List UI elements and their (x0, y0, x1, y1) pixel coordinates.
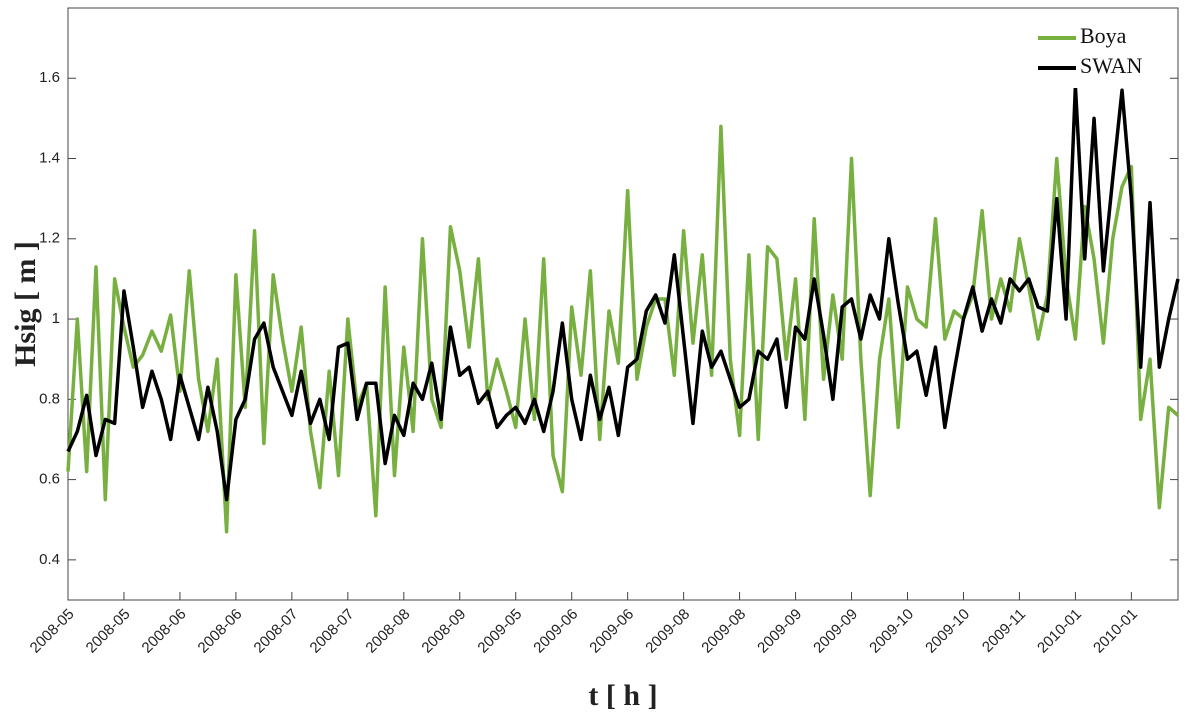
y-tick-label: 1.4 (39, 149, 60, 166)
y-tick-label: 0.8 (39, 390, 60, 407)
x-tick-label: 2008-07 (251, 606, 302, 657)
x-tick-label: 2009-11 (979, 606, 1029, 656)
x-tick-label: 2009-09 (810, 606, 861, 657)
x-tick-label: 2010-01 (1090, 606, 1141, 657)
x-tick-label: 2009-06 (586, 606, 637, 657)
x-tick-label: 2008-05 (83, 606, 134, 657)
x-tick-label: 2008-09 (418, 606, 469, 657)
x-tick-label: 2008-08 (362, 606, 413, 657)
x-tick-label: 2009-08 (698, 606, 749, 657)
x-axis-label: t [ h ] (588, 679, 657, 712)
y-axis-label: Hsig [ m ] (9, 241, 42, 367)
y-tick-label: 0.4 (39, 551, 60, 568)
x-tick-label: 2009-10 (922, 606, 973, 657)
data-line (66, 84, 1180, 502)
legend-box (1028, 18, 1168, 88)
x-tick-label: 2008-06 (195, 606, 246, 657)
y-tick-label: 0.6 (39, 471, 60, 488)
x-tick-label: 2009-10 (866, 606, 917, 657)
y-tick-label: 1.2 (39, 230, 60, 247)
x-tick-label: 2009-09 (754, 606, 805, 657)
y-tick-label: 1.6 (39, 69, 60, 86)
x-tick-label: 2009-06 (530, 606, 581, 657)
x-tick-label: 2009-08 (642, 606, 693, 657)
x-tick-label: 2008-05 (27, 606, 78, 657)
x-tick-label: 2010-01 (1034, 606, 1085, 657)
x-tick-label: 2008-06 (139, 606, 190, 657)
x-tick-label: 2008-07 (307, 606, 358, 657)
legend-label: Boya (1080, 23, 1127, 48)
legend-label: SWAN (1080, 53, 1142, 78)
data-line (66, 124, 1180, 534)
y-tick-label: 1 (52, 310, 60, 327)
x-tick-label: 2009-05 (474, 606, 525, 657)
